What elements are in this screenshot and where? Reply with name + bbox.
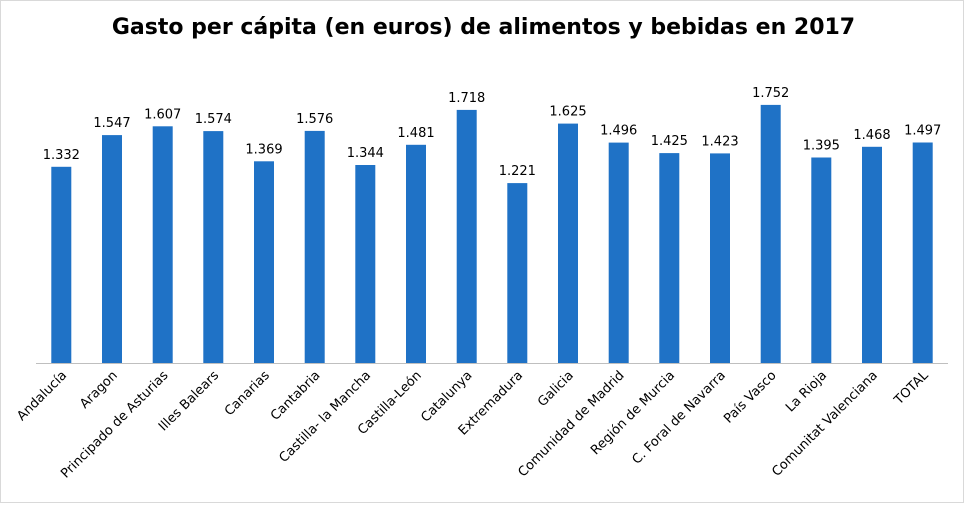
bar-12 xyxy=(659,153,680,363)
value-label-12: 1.425 xyxy=(651,134,688,149)
category-label-16: Comunitat Valenciana xyxy=(769,368,881,480)
category-label-13: C. Foral de Navarra xyxy=(629,368,728,467)
category-label-2: Principado de Asturias xyxy=(58,368,171,481)
bar-15 xyxy=(811,157,832,363)
bar-17 xyxy=(912,142,933,363)
category-label-6: Castilla- la Mancha xyxy=(277,368,375,466)
bar-11 xyxy=(608,142,629,363)
value-label-7: 1.481 xyxy=(397,126,434,141)
bar-6 xyxy=(355,165,376,363)
value-label-15: 1.395 xyxy=(803,139,840,154)
value-label-5: 1.576 xyxy=(296,112,333,127)
value-label-1: 1.547 xyxy=(93,116,130,131)
bar-8 xyxy=(456,109,477,364)
bar-5 xyxy=(304,130,325,363)
bar-13 xyxy=(710,153,730,363)
bar-0 xyxy=(51,166,72,363)
value-label-17: 1.497 xyxy=(904,124,941,139)
value-label-10: 1.625 xyxy=(549,105,586,120)
bar-7 xyxy=(406,144,426,363)
category-label-17: TOTAL xyxy=(891,368,932,409)
bar-16 xyxy=(862,146,882,363)
value-label-14: 1.752 xyxy=(752,86,789,101)
value-label-11: 1.496 xyxy=(600,124,637,139)
bar-9 xyxy=(507,183,528,363)
chart-title: Gasto per cápita (en euros) de alimentos… xyxy=(111,15,856,40)
bar-14 xyxy=(760,104,781,364)
category-label-15: La Rioja xyxy=(783,368,830,415)
value-label-8: 1.718 xyxy=(448,91,485,106)
value-label-13: 1.423 xyxy=(701,134,738,149)
value-label-9: 1.221 xyxy=(499,164,536,179)
value-label-4: 1.369 xyxy=(245,142,282,157)
bar-10 xyxy=(558,123,578,363)
category-label-1: Aragon xyxy=(77,368,121,412)
category-label-4: Canarias xyxy=(222,368,273,419)
value-label-3: 1.574 xyxy=(195,112,232,127)
value-label-0: 1.332 xyxy=(43,148,80,163)
category-label-0: Andalucía xyxy=(14,368,70,424)
bar-4 xyxy=(254,161,274,363)
category-label-10: Galicia xyxy=(535,368,577,410)
value-label-16: 1.468 xyxy=(853,128,890,143)
value-label-6: 1.344 xyxy=(347,146,384,161)
bar-3 xyxy=(203,131,224,363)
bar-2 xyxy=(152,126,173,363)
category-label-12: Región de Murcia xyxy=(588,368,678,458)
bar-1 xyxy=(102,135,122,363)
category-label-14: País Vasco xyxy=(721,368,779,426)
value-label-2: 1.607 xyxy=(144,107,181,122)
